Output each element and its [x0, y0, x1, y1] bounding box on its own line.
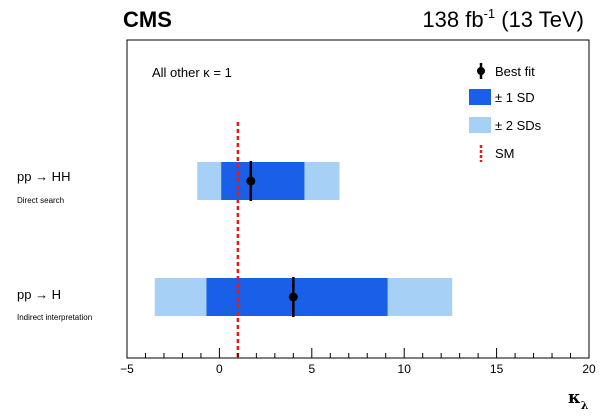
legend: Best fit ± 1 SD ± 2 SDs SM [469, 63, 542, 162]
x-axis-label-subscript: λ [581, 399, 589, 412]
x-tick-label-3: 10 [398, 362, 412, 376]
x-axis-label-main: κ [568, 388, 581, 408]
energy-label: (13 TeV) [501, 7, 584, 32]
legend-one-sd-swatch [469, 89, 491, 105]
x-tick-label-2: 5 [308, 362, 315, 376]
x-axis-ticks [126, 348, 590, 358]
row-hh-subtitle: Direct search [17, 196, 64, 205]
row-h-process: pp → H [17, 287, 61, 302]
experiment-label: CMS [123, 7, 172, 32]
bands-layer [154, 162, 453, 316]
legend-sm-label: SM [495, 146, 515, 161]
legend-one-sd-label: ± 1 SD [495, 90, 535, 105]
best-fit-layer [246, 161, 298, 317]
legend-best-fit-marker-dot [477, 67, 485, 75]
row-hh-process: pp → HH [17, 169, 70, 184]
best-fit-point-1 [288, 292, 298, 302]
luminosity-label: 138 fb-1 (13 TeV) [422, 6, 584, 32]
legend-two-sd-label: ± 2 SDs [495, 118, 542, 133]
best-fit-point-0 [246, 176, 256, 186]
x-tick-label-1: 0 [216, 362, 223, 376]
row-h-subtitle: Indirect interpretation [17, 313, 92, 322]
legend-two-sd-swatch [469, 117, 491, 133]
x-axis-tick-labels: −5 0 5 10 15 20 [120, 362, 596, 376]
plot-frame [126, 39, 590, 359]
lumi-exponent: -1 [484, 6, 496, 21]
x-tick-label-5: 20 [582, 362, 596, 376]
lumi-value: 138 fb [422, 7, 483, 32]
kappa-annotation: All other κ = 1 [152, 65, 232, 80]
legend-best-fit-label: Best fit [495, 64, 535, 79]
one-sd-band-0 [221, 162, 305, 200]
x-axis-label: κλ [568, 388, 589, 412]
x-tick-label-0: −5 [120, 362, 134, 376]
x-tick-label-4: 15 [490, 362, 504, 376]
